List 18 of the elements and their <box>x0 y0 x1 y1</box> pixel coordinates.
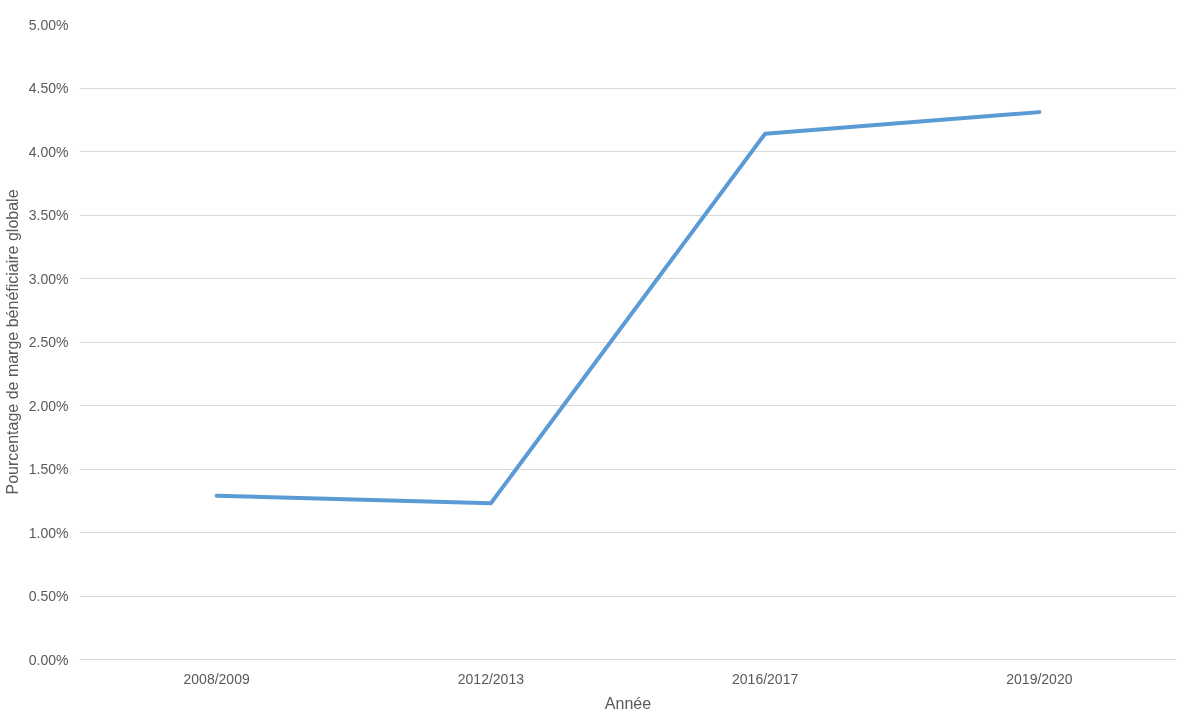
x-tick-label: 2019/2020 <box>1006 670 1073 687</box>
y-tick-label: 5.00% <box>28 16 69 33</box>
x-tick-label: 2008/2009 <box>183 670 250 687</box>
x-tick-label: 2012/2013 <box>457 670 525 687</box>
y-tick-label: 0.50% <box>28 588 69 604</box>
x-axis-title: Année <box>604 694 652 712</box>
y-tick-label: 3.50% <box>28 207 69 223</box>
y-tick-label: 3.00% <box>28 270 69 287</box>
y-tick-label: 2.50% <box>28 334 69 350</box>
y-tick-label: 1.00% <box>28 524 69 541</box>
y-tick-label: 2.00% <box>28 397 69 414</box>
line-series <box>214 110 1042 506</box>
y-tick-label: 0.00% <box>28 651 69 668</box>
y-axis-title: Pourcentage de marge bénéficiaire globale <box>3 189 21 495</box>
y-tick-label: 4.50% <box>28 80 69 96</box>
y-tick-label: 4.00% <box>28 143 69 160</box>
x-tick-label: 2016/2017 <box>732 670 799 687</box>
y-tick-label: 1.50% <box>28 461 69 477</box>
